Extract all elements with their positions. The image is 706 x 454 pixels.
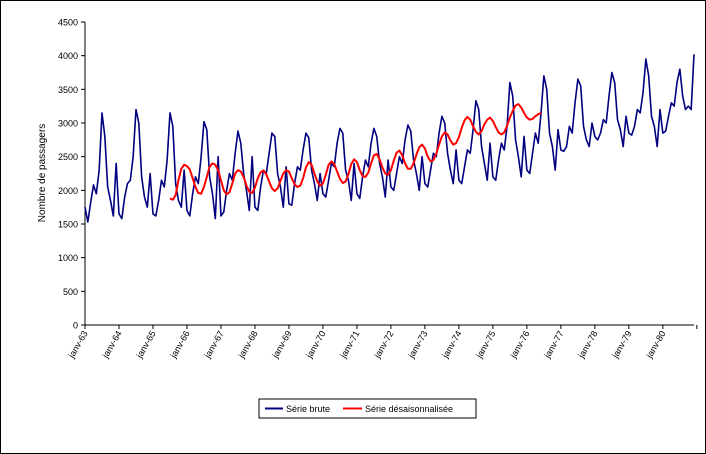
x-tick-label: janv-79	[610, 329, 634, 360]
y-tick-label: 500	[63, 287, 78, 297]
y-tick-label: 3000	[58, 119, 78, 129]
y-tick-label: 4500	[58, 18, 78, 28]
x-tick-label: janv-74	[440, 329, 464, 360]
x-tick-label: janv-73	[406, 329, 430, 360]
y-tick-labels: 0 500 1000 1500 2000 2500 3000 3500 4000 4500	[58, 18, 78, 331]
x-tick-label: janv-71	[338, 329, 362, 360]
x-tick-label: janv-72	[372, 329, 396, 360]
y-tick-label: 0	[73, 321, 78, 331]
x-tick-label: janv-77	[542, 329, 566, 360]
x-tick-label: janv-80	[644, 329, 668, 360]
axes	[81, 21, 698, 329]
y-tick-label: 1000	[58, 253, 78, 263]
x-tick-label: janv-66	[168, 329, 192, 360]
x-tick-label: janv-68	[236, 329, 260, 360]
y-tick-label: 4000	[58, 51, 78, 61]
legend-box	[258, 398, 477, 419]
series-line-serie-brute	[84, 54, 695, 223]
y-tick-label: 3500	[58, 85, 78, 95]
y-axis-label: Nombre de passagers	[37, 124, 48, 222]
legend-label-serie-desaisonnalisee: Série désaisonnalisée	[365, 404, 453, 414]
y-tick-label: 2000	[58, 186, 78, 196]
x-tick-label: janv-78	[576, 329, 600, 360]
series-line-serie-desaisonnalisee	[169, 103, 542, 201]
y-tick-label: 2500	[58, 152, 78, 162]
x-tick-label: janv-65	[134, 329, 158, 360]
legend: Série brute Série désaisonnalisée	[258, 398, 477, 419]
x-tick-label: janv-75	[474, 329, 498, 360]
legend-label-serie-brute: Série brute	[286, 404, 330, 414]
x-tick-label: janv-76	[508, 329, 532, 360]
x-tick-label: janv-67	[202, 329, 226, 360]
x-tick-label: janv-63	[66, 329, 90, 360]
x-tick-labels: janv-63 janv-64 janv-65 janv-66 janv-67 janv-…	[66, 329, 668, 360]
y-tick-label: 1500	[58, 220, 78, 230]
x-tick-label: janv-70	[304, 329, 328, 360]
x-tick-label: janv-64	[100, 329, 124, 360]
series-layer	[84, 54, 695, 223]
x-tick-label: janv-69	[270, 329, 294, 360]
